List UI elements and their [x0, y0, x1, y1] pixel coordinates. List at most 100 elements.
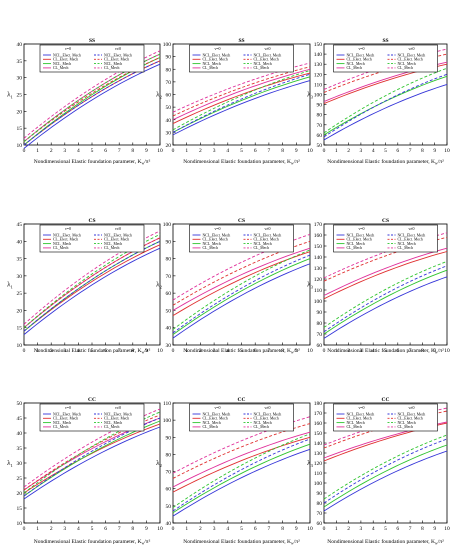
y-axis-label: λ1 [7, 459, 13, 468]
x-tick-label: 0 [172, 148, 175, 154]
legend-box [333, 403, 438, 432]
x-tick-label: 5 [91, 348, 94, 354]
y-tick-label: 70 [317, 123, 323, 129]
x-tick-label: 7 [409, 348, 412, 354]
x-axis-label: Nondimensional Elastic foundation parame… [327, 158, 444, 166]
y-tick-label: 25 [17, 476, 23, 482]
y-tick-label: 100 [314, 93, 323, 99]
legend-label: NCL_Mech [203, 421, 221, 425]
legend-label: NCL_Mech [104, 242, 122, 246]
x-tick-label: 2 [50, 348, 53, 354]
legend-label: NCL_Elect. Mech [347, 53, 375, 57]
x-tick-label: 5 [240, 348, 243, 354]
y-tick-label: 80 [166, 257, 172, 263]
x-axis-label: Nondimensional Elastic foundation parame… [183, 347, 300, 355]
y-tick-label: 25 [17, 291, 23, 297]
x-tick-label: 10 [157, 148, 163, 154]
legend-label: NCL_Elect. Mech [398, 233, 426, 237]
x-tick-label: 10 [307, 148, 313, 154]
legend-header: ν≠0 [264, 226, 270, 231]
legend-header: ν≠0 [115, 405, 121, 410]
x-tick-label: 3 [63, 348, 66, 354]
legend-header: ν≠0 [264, 405, 270, 410]
x-tick-label: 2 [199, 148, 202, 154]
series-line [323, 247, 448, 296]
legend-label: CL_Mech [254, 66, 269, 70]
x-tick-label: 3 [213, 348, 216, 354]
legend-label: NCL_Elect. Mech [398, 53, 426, 57]
series-line [323, 75, 448, 136]
x-tick-label: 3 [360, 348, 363, 354]
y-tick-label: 100 [314, 481, 323, 487]
x-tick-label: 4 [226, 348, 229, 354]
y-tick-label: 140 [314, 255, 323, 261]
y-tick-label: 100 [163, 222, 172, 228]
y-tick-label: 35 [17, 257, 23, 263]
legend-label: CL_Elect. Mech [104, 417, 129, 421]
y-tick-label: 100 [163, 42, 172, 48]
y-tick-label: 60 [166, 291, 172, 297]
series-line [23, 423, 161, 494]
legend-header: ν=0 [65, 226, 71, 231]
y-tick-label: 15 [17, 506, 23, 512]
legend-label: CL_Elect. Mech [203, 58, 228, 62]
legend-label: NCL_Mech [347, 421, 365, 425]
legend-label: CL_Mech [398, 66, 413, 70]
x-tick-label: 9 [145, 348, 148, 354]
chart-panel-3: 0 1 2 3 4 5 6 7 8 9 10 50 60 70 80 90 100 110 120 130 140 150… [307, 38, 450, 166]
series-line [172, 68, 311, 121]
y-tick-label: 80 [166, 67, 172, 73]
series-line [172, 72, 311, 124]
legend-label: NCL_Elect. Mech [347, 412, 375, 416]
y-tick-label: 35 [17, 446, 23, 452]
series-line [172, 80, 311, 136]
x-tick-label: 4 [226, 148, 229, 154]
y-tick-label: 70 [166, 470, 172, 476]
legend-label: NCL_Elect. Mech [254, 412, 282, 416]
series-line [172, 433, 311, 508]
y-tick-label: 90 [166, 55, 172, 61]
series-line [172, 254, 311, 334]
x-tick-label: 5 [384, 148, 387, 154]
legend-label: NCL_Elect. Mech [347, 233, 375, 237]
y-tick-label: 160 [314, 233, 323, 239]
y-tick-label: 60 [166, 93, 172, 99]
legend-label: NCL_Mech [347, 62, 365, 66]
legend-label: NCL_Mech [104, 421, 122, 425]
legend-header: ν≠0 [408, 405, 414, 410]
x-axis-label: Nondimensional Elastic foundation parame… [327, 347, 444, 355]
legend-box [189, 403, 294, 432]
legend-label: NCL_Elect. Mech [203, 53, 231, 57]
series-line [172, 438, 311, 512]
legend-label: CL_Mech [203, 425, 218, 429]
x-tick-label: 4 [77, 526, 80, 532]
series-line [172, 448, 311, 517]
series-line [323, 450, 448, 512]
x-tick-label: 6 [396, 526, 399, 532]
y-tick-label: 30 [17, 461, 23, 467]
legend-header: ν=0 [65, 405, 71, 410]
series-line [323, 444, 448, 508]
x-tick-label: 9 [433, 348, 436, 354]
series-line [323, 434, 448, 500]
x-tick-label: 1 [36, 526, 39, 532]
panel-title: SS [89, 38, 95, 44]
legend-label: CL_Mech [398, 425, 413, 429]
y-tick-label: 40 [17, 42, 23, 48]
legend-label: CL_Mech [203, 66, 218, 70]
y-tick-label: 80 [317, 501, 323, 507]
panel-title: CC [238, 397, 246, 403]
x-tick-label: 6 [254, 526, 257, 532]
x-tick-label: 8 [281, 148, 284, 154]
y-tick-label: 30 [166, 343, 172, 349]
legend-header: ν≠0 [408, 46, 414, 51]
x-tick-label: 8 [421, 148, 424, 154]
y-axis-label: λ2 [156, 459, 162, 468]
x-tick-label: 4 [372, 526, 375, 532]
